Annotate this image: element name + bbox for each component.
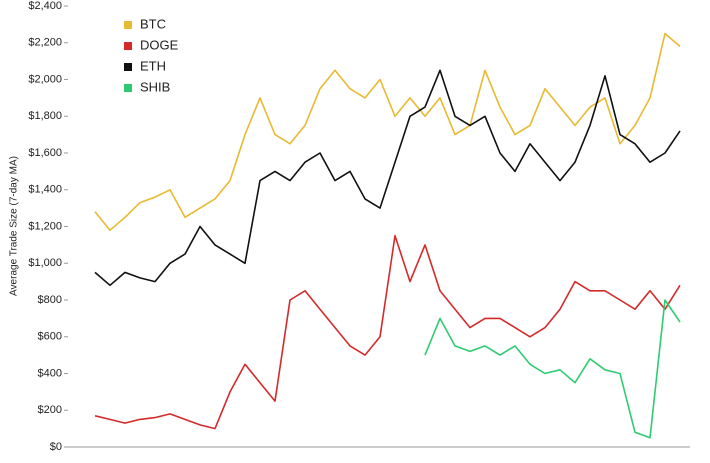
legend-label: BTC — [140, 16, 166, 31]
legend-swatch — [124, 63, 132, 71]
legend-label: SHIB — [140, 79, 170, 94]
legend-swatch — [124, 42, 132, 50]
y-tick-label: $600 — [38, 331, 62, 343]
legend-label: DOGE — [140, 37, 179, 52]
y-axis-label: Average Trade Size (7-day MA) — [9, 156, 20, 296]
series-line — [94, 69, 681, 287]
y-tick-label: $400 — [38, 367, 62, 379]
legend-swatch — [124, 21, 132, 29]
y-tick-label: $1,800 — [28, 110, 62, 122]
series-line — [94, 234, 681, 430]
y-tick-label: $2,000 — [28, 73, 62, 85]
y-tick-label: $0 — [50, 441, 62, 453]
y-tick-label: $2,200 — [28, 37, 62, 49]
y-tick-label: $1,400 — [28, 184, 62, 196]
y-tick-label: $2,400 — [28, 0, 62, 12]
y-tick-label: $200 — [38, 404, 62, 416]
legend-swatch — [124, 84, 132, 92]
y-tick-label: $1,200 — [28, 220, 62, 232]
y-tick-label: $1,600 — [28, 147, 62, 159]
series-line — [424, 299, 681, 439]
y-tick-label: $1,000 — [28, 257, 62, 269]
y-tick-label: $800 — [38, 294, 62, 306]
series-line — [94, 32, 681, 231]
legend-label: ETH — [140, 58, 166, 73]
